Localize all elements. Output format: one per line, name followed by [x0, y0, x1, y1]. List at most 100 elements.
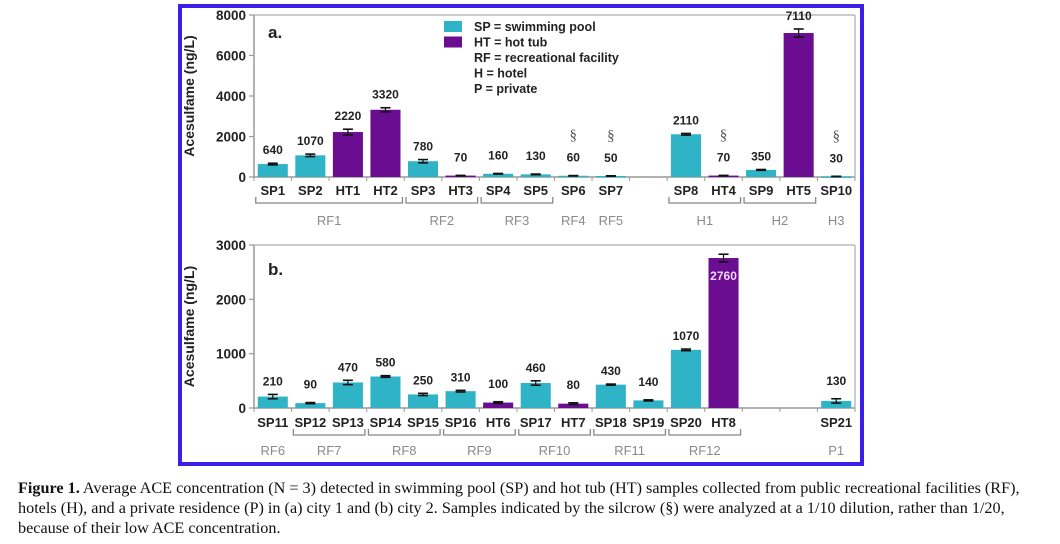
panel-a-y-tick-label: 4000: [216, 89, 246, 104]
legend-swatch-hot-tub: [444, 36, 462, 48]
group-bracket-rf12: [668, 429, 742, 436]
group-bracket-rf9: [442, 429, 516, 436]
bar-sp19: [633, 400, 664, 408]
bar-sp17: [520, 383, 551, 408]
silcrow-marker-ht4: §: [720, 127, 728, 143]
caption-text: Average ACE concentration (N = 3) detect…: [18, 479, 1020, 537]
group-label-rf1: RF1: [317, 213, 342, 228]
bar-ht2: [370, 109, 401, 177]
x-tick-label-ht4: HT4: [711, 183, 736, 198]
x-tick-label-sp6: SP6: [561, 183, 586, 198]
panel-b-y-tick-label: 2000: [216, 292, 246, 307]
panel-a-y-tick-label: 6000: [216, 49, 246, 64]
x-tick-label-ht6: HT6: [486, 415, 511, 430]
x-tick-label-sp9: SP9: [749, 183, 774, 198]
legend-swatch-swimming-pool: [444, 21, 462, 32]
value-label-ht7: 80: [567, 378, 581, 392]
bar-sp12: [295, 403, 326, 408]
group-label-rf9: RF9: [467, 443, 492, 458]
x-tick-label-sp15: SP15: [407, 415, 439, 430]
bar-sp1: [257, 164, 288, 177]
group-label-h2: H2: [772, 213, 789, 228]
legend-item-3: H = hotel: [474, 67, 527, 81]
x-tick-label-sp5: SP5: [523, 183, 548, 198]
bar-sp13: [332, 382, 363, 408]
value-label-sp4: 160: [488, 148, 508, 162]
bar-ht8: [708, 258, 739, 408]
group-label-p1: P1: [828, 443, 844, 458]
x-tick-label-ht5: HT5: [786, 183, 811, 198]
value-label-sp19: 140: [638, 375, 658, 389]
figure-chart: 0 2000 4000 6000 8000 Acesulfame (ng/L) a. 640 S…: [181, 8, 856, 458]
x-tick-label-sp16: SP16: [445, 415, 477, 430]
legend-item-2: RF = recreational facility: [474, 51, 619, 65]
group-label-rf11: RF11: [614, 443, 645, 458]
value-label-ht1: 2220: [335, 109, 362, 123]
x-tick-label-ht2: HT2: [373, 183, 398, 198]
group-bracket-rf1: [255, 197, 404, 204]
value-label-sp11: 210: [263, 374, 283, 388]
panel-b-y-tick-label: 3000: [216, 238, 246, 253]
value-label-sp6: 60: [567, 151, 581, 165]
group-label-rf4: RF4: [561, 213, 586, 228]
x-tick-label-sp10: SP10: [820, 183, 852, 198]
group-bracket-rf8: [367, 429, 441, 436]
group-label-rf8: RF8: [392, 443, 417, 458]
x-tick-label-ht3: HT3: [448, 183, 473, 198]
panel-a-y-tick-label: 0: [238, 170, 246, 185]
panel-b-y-tick-label: 1000: [216, 347, 246, 362]
legend-item-1: HT = hot tub: [474, 36, 548, 50]
bar-sp8: [670, 134, 701, 177]
value-label-sp7: 50: [604, 151, 618, 165]
silcrow-marker-sp10: §: [832, 128, 840, 144]
group-label-rf3: RF3: [505, 213, 530, 228]
bar-ht7: [558, 403, 589, 408]
value-label-ht3: 70: [454, 150, 468, 164]
x-tick-label-sp21: SP21: [820, 415, 852, 430]
value-label-ht6: 100: [488, 377, 508, 391]
value-label-sp3: 780: [413, 140, 433, 154]
figure-caption: Figure 1. Average ACE concentration (N =…: [18, 478, 1048, 538]
panel-a-y-tick-label: 2000: [216, 130, 246, 145]
group-bracket-rf11: [593, 429, 667, 436]
value-label-ht2: 3320: [372, 88, 399, 102]
value-label-sp16: 310: [451, 370, 471, 384]
value-label-sp1: 640: [263, 143, 283, 157]
legend-item-4: P = private: [474, 82, 537, 96]
x-tick-label-sp18: SP18: [595, 415, 627, 430]
value-label-sp5: 130: [526, 149, 546, 163]
x-tick-label-sp3: SP3: [411, 183, 436, 198]
x-tick-label-sp14: SP14: [370, 415, 403, 430]
value-label-sp13: 470: [338, 360, 358, 374]
value-label-sp14: 580: [375, 356, 395, 370]
bar-sp14: [370, 376, 401, 408]
panel-a-y-tick-label: 8000: [216, 8, 246, 23]
bar-sp9: [746, 169, 777, 177]
value-label-ht5: 7110: [786, 9, 812, 23]
value-label-ht8: 2760: [710, 269, 737, 283]
x-tick-label-sp8: SP8: [674, 183, 699, 198]
value-label-sp18: 430: [601, 364, 621, 378]
bar-sp18: [595, 384, 626, 408]
value-label-sp20: 1070: [673, 329, 700, 343]
x-tick-label-ht7: HT7: [561, 415, 586, 430]
group-label-rf7: RF7: [317, 443, 342, 458]
silcrow-marker-sp7: §: [607, 128, 615, 144]
bar-sp4: [483, 173, 514, 177]
group-bracket-h2: [743, 197, 817, 204]
value-label-sp9: 350: [751, 150, 771, 164]
group-bracket-rf2: [405, 197, 479, 204]
x-tick-label-ht1: HT1: [336, 183, 361, 198]
value-label-ht4: 70: [717, 150, 731, 164]
bar-ht1: [332, 132, 363, 177]
panel-a-label: a.: [268, 23, 282, 42]
value-label-sp2: 1070: [297, 134, 324, 148]
bar-sp20: [670, 349, 701, 408]
panel-b-y-axis-title: Acesulfame (ng/L): [181, 266, 197, 387]
legend-item-0: SP = swimming pool: [474, 20, 596, 34]
value-label-sp15: 250: [413, 373, 433, 387]
x-tick-label-sp12: SP12: [294, 415, 326, 430]
x-tick-label-sp19: SP19: [633, 415, 665, 430]
value-label-sp10: 30: [830, 151, 844, 165]
x-tick-label-sp1: SP1: [260, 183, 285, 198]
